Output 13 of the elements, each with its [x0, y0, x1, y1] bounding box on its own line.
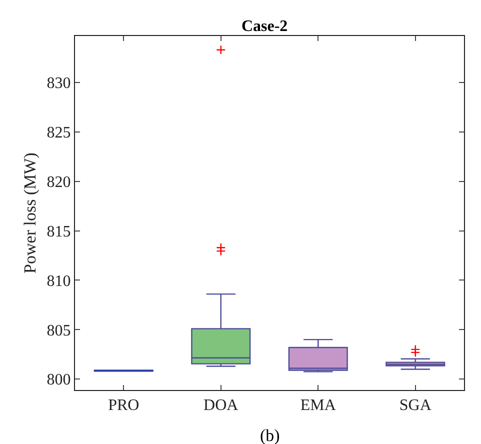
chart-title: Case-2 [241, 18, 288, 36]
y-tick-label: 820 [46, 174, 71, 191]
y-axis-title: Power loss (MW) [20, 152, 40, 274]
y-tick-label: 830 [46, 75, 71, 92]
y-tick-label: 815 [46, 223, 71, 240]
x-tick-label: SGA [399, 397, 432, 414]
y-tick-label: 810 [46, 272, 71, 290]
y-tick-label: 800 [46, 372, 71, 389]
y-tick-label: 805 [46, 322, 71, 340]
y-tick-label: 825 [46, 124, 71, 142]
x-tick-label: DOA [204, 397, 239, 414]
x-tick-label: PRO [108, 397, 140, 414]
x-tick-label: EMA [300, 397, 336, 414]
